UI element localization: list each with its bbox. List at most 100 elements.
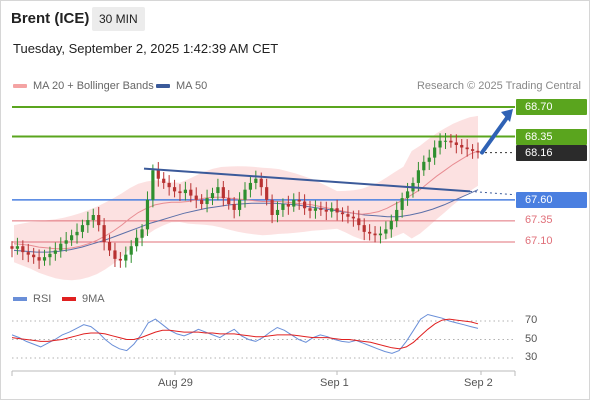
candle-body-49 xyxy=(275,209,280,215)
candle-body-31 xyxy=(178,191,182,194)
candle-body-71 xyxy=(395,209,399,221)
trendline-extension xyxy=(469,190,516,196)
candle-body-22 xyxy=(129,246,133,255)
candle-body-9 xyxy=(59,243,63,251)
x-tick-1: Sep 1 xyxy=(320,377,349,389)
candle-body-13 xyxy=(80,225,85,232)
candle-body-33 xyxy=(189,189,193,196)
projection-arrow-head xyxy=(501,109,513,122)
candle-body-70 xyxy=(389,220,393,230)
candle-body-80 xyxy=(443,140,448,142)
candle-body-40 xyxy=(227,198,231,205)
x-tick-0: Aug 29 xyxy=(158,377,193,389)
candle-body-39 xyxy=(221,187,225,199)
level-label-4: 67.35 xyxy=(525,213,553,226)
candle-body-63 xyxy=(351,216,355,219)
candle-body-15 xyxy=(91,215,95,221)
candle-body-48 xyxy=(270,199,274,215)
rsi-tick-1: 50 xyxy=(525,332,538,345)
candle-body-62 xyxy=(346,214,350,217)
level-label-1: 68.35 xyxy=(516,128,587,145)
candle-body-37 xyxy=(210,193,215,199)
candle-body-59 xyxy=(330,208,334,212)
candle-body-69 xyxy=(384,229,388,234)
candle-body-79 xyxy=(438,140,442,148)
candle-body-58 xyxy=(324,209,328,212)
candle-body-16 xyxy=(97,215,101,226)
candle-body-2 xyxy=(21,246,25,253)
research-credit: Research © 2025 Trading Central xyxy=(416,80,581,92)
candle-body-72 xyxy=(400,198,404,210)
candle-body-73 xyxy=(405,191,410,199)
rsi-tick-0: 70 xyxy=(525,314,538,326)
candle-body-20 xyxy=(118,258,122,261)
candle-body-41 xyxy=(232,204,236,210)
candle-body-75 xyxy=(416,170,420,183)
candle-body-44 xyxy=(248,182,253,190)
candle-body-11 xyxy=(70,235,74,241)
candle-body-26 xyxy=(151,170,155,200)
trendline xyxy=(143,167,471,193)
legend-ma20: MA 20 + Bollinger Bands xyxy=(13,80,154,92)
ma50-swatch xyxy=(156,84,170,89)
legend-rsi-label: RSI xyxy=(33,293,52,305)
rsi-ma9-line xyxy=(11,318,479,350)
candle-body-25 xyxy=(145,199,150,230)
legend-ma50-label: MA 50 xyxy=(176,80,208,92)
candle-body-42 xyxy=(237,199,242,210)
candle-body-85 xyxy=(470,149,475,151)
chart-header: Brent (ICE) 30 MIN xyxy=(0,0,590,36)
candle-body-47 xyxy=(265,187,269,200)
candle-body-68 xyxy=(378,233,383,236)
candle-body-64 xyxy=(357,218,361,226)
candle-body-60 xyxy=(335,208,339,213)
ma50-line xyxy=(13,189,479,253)
level-label-5: 67.10 xyxy=(525,235,553,247)
candle-body-38 xyxy=(216,187,220,194)
instrument-title: Brent (ICE) xyxy=(11,10,90,27)
legend-9ma: 9MA xyxy=(62,293,105,305)
legend-rsi: RSI xyxy=(13,293,51,305)
candle-body-78 xyxy=(433,147,437,158)
candle-body-8 xyxy=(53,250,57,254)
candle-body-6 xyxy=(42,257,47,261)
candle-body-1 xyxy=(15,246,20,249)
candle-body-67 xyxy=(373,233,377,236)
candle-body-36 xyxy=(205,198,209,205)
candle-body-50 xyxy=(281,204,285,210)
candle-body-86 xyxy=(476,150,480,153)
ma20-swatch xyxy=(13,84,27,89)
candle-body-23 xyxy=(135,237,139,247)
candle-body-43 xyxy=(243,189,247,200)
candle-body-34 xyxy=(194,195,198,200)
candle-body-29 xyxy=(167,182,171,188)
timeframe-badge[interactable]: 30 MIN xyxy=(92,7,145,31)
candle-body-21 xyxy=(124,254,128,261)
candle-body-27 xyxy=(156,170,160,179)
candle-body-76 xyxy=(422,161,426,171)
candle-body-7 xyxy=(48,253,52,258)
level-label-2: 68.16 xyxy=(516,144,587,161)
ma9-swatch xyxy=(62,297,76,302)
candle-body-19 xyxy=(113,250,117,259)
candle-body-65 xyxy=(362,225,366,232)
level-label-3: 67.60 xyxy=(516,191,587,208)
candle-body-66 xyxy=(368,231,372,234)
level-label-0: 68.70 xyxy=(516,99,587,115)
candle-body-53 xyxy=(297,199,301,202)
rsi-line xyxy=(11,313,479,354)
candle-body-45 xyxy=(254,178,258,183)
legend-9ma-label: 9MA xyxy=(82,293,105,305)
candle-body-14 xyxy=(86,220,90,226)
candle-body-32 xyxy=(183,189,187,194)
rsi-tick-2: 30 xyxy=(525,351,538,363)
candle-body-12 xyxy=(75,231,79,236)
legend-ma20-label: MA 20 + Bollinger Bands xyxy=(33,80,154,92)
candle-body-83 xyxy=(460,144,464,148)
candle-body-52 xyxy=(292,199,296,207)
candle-body-18 xyxy=(107,242,112,251)
candle-body-28 xyxy=(162,178,166,183)
candle-body-3 xyxy=(26,252,30,255)
x-tick-2: Sep 2 xyxy=(464,377,493,389)
